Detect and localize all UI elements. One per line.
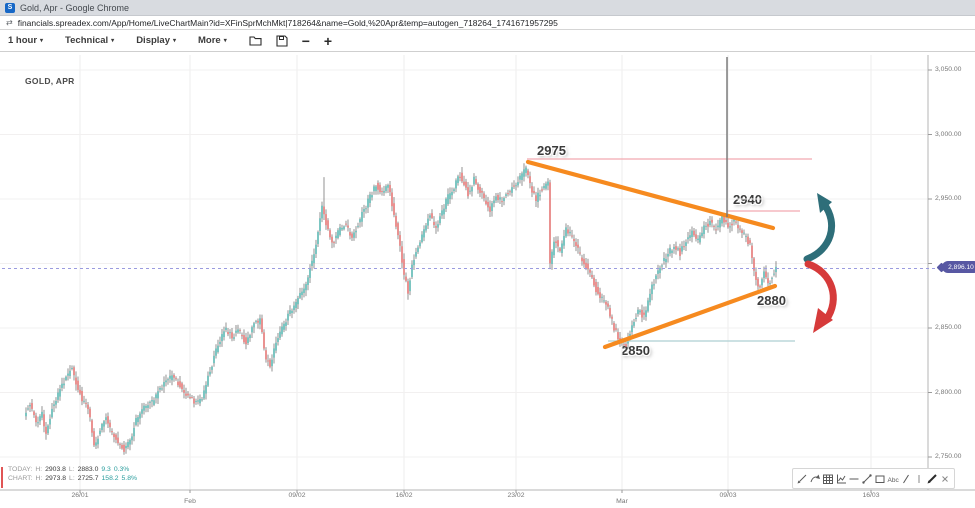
y-tick-label: 3,050.00 bbox=[935, 66, 962, 73]
svg-text:Abc: Abc bbox=[888, 477, 900, 484]
vertical-bar-icon[interactable] bbox=[913, 473, 925, 485]
x-tick-label: 26/01 bbox=[71, 492, 89, 499]
x-tick-label: Mar bbox=[616, 498, 628, 505]
x-tick-label: 16/02 bbox=[395, 492, 413, 499]
x-tick-label: 09/02 bbox=[288, 492, 306, 499]
rectangle-icon[interactable] bbox=[874, 473, 886, 485]
trendline-icon[interactable] bbox=[861, 473, 873, 485]
grid-icon[interactable] bbox=[822, 473, 834, 485]
legend-row-today: TODAY: H: 2903.8 L: 2883.0 9.3 0.3% bbox=[8, 466, 130, 473]
current-price-badge: 2,896.10 bbox=[942, 261, 975, 273]
pencil-icon[interactable] bbox=[926, 473, 938, 485]
chart-toolbar: 1 hour ▾ Technical ▾ Display ▾ More ▾ − … bbox=[0, 30, 975, 52]
text-icon[interactable]: Abc bbox=[887, 473, 900, 485]
technical-dropdown[interactable]: Technical ▾ bbox=[65, 35, 115, 46]
legend-row-chart: CHART: H: 2973.8 L: 2725.7 158.2 5.8% bbox=[8, 474, 138, 482]
horizontal-line-icon[interactable] bbox=[848, 473, 860, 485]
save-icon[interactable] bbox=[276, 34, 288, 47]
interval-dropdown[interactable]: 1 hour ▾ bbox=[8, 35, 44, 46]
chevron-down-icon: ▾ bbox=[223, 38, 227, 44]
x-tick-label: 23/02 bbox=[507, 492, 525, 499]
ohlc-legend: TODAY: H: 2903.8 L: 2883.0 9.3 0.3% CHART: H: 29… bbox=[8, 466, 140, 483]
window-title: Gold, Apr - Google Chrome bbox=[20, 2, 130, 13]
partial-candle bbox=[1, 467, 3, 488]
y-tick-label: 2,950.00 bbox=[935, 195, 962, 202]
chevron-down-icon: ▾ bbox=[40, 38, 44, 44]
down-arrow bbox=[804, 260, 837, 324]
close-icon[interactable] bbox=[939, 473, 951, 485]
chevron-down-icon: ▾ bbox=[172, 38, 176, 44]
display-dropdown[interactable]: Display ▾ bbox=[136, 35, 176, 46]
pen-icon[interactable] bbox=[796, 473, 808, 485]
y-tick-label: 2,850.00 bbox=[935, 324, 962, 331]
annotation-2975[interactable]: 2975 bbox=[537, 143, 566, 158]
swap-arrows-icon: ⇄ bbox=[6, 17, 13, 27]
chevron-down-icon: ▾ bbox=[111, 38, 115, 44]
y-tick-label: 2,800.00 bbox=[935, 388, 962, 396]
zoom-in-icon[interactable]: + bbox=[323, 32, 333, 49]
y-tick-label: 2,750.00 bbox=[935, 453, 962, 460]
open-folder-icon[interactable] bbox=[249, 35, 262, 46]
x-tick-label: 09/03 bbox=[719, 492, 737, 499]
up-arrow bbox=[803, 200, 836, 263]
x-tick-label: Feb bbox=[184, 498, 196, 505]
y-tick-label: 3,000.00 bbox=[935, 130, 962, 138]
x-tick-label: 16/03 bbox=[862, 492, 880, 499]
site-favicon-icon: S bbox=[5, 2, 15, 13]
symbol-label: GOLD, APR bbox=[25, 76, 75, 86]
url-bar[interactable]: ⇄ financials.spreadex.com/App/Home/LiveC… bbox=[0, 16, 975, 30]
axes-icon[interactable] bbox=[835, 473, 847, 485]
window-titlebar: S Gold, Apr - Google Chrome bbox=[0, 0, 975, 16]
url-text[interactable]: financials.spreadex.com/App/Home/LiveCha… bbox=[17, 17, 558, 28]
more-dropdown[interactable]: More ▾ bbox=[198, 35, 227, 46]
drawing-toolbar: Abc bbox=[792, 468, 955, 489]
zoom-out-icon[interactable]: − bbox=[301, 32, 310, 49]
curve-arrow-icon[interactable] bbox=[809, 473, 821, 485]
slash-icon[interactable] bbox=[900, 473, 912, 485]
annotation-2880[interactable]: 2880 bbox=[757, 293, 786, 308]
